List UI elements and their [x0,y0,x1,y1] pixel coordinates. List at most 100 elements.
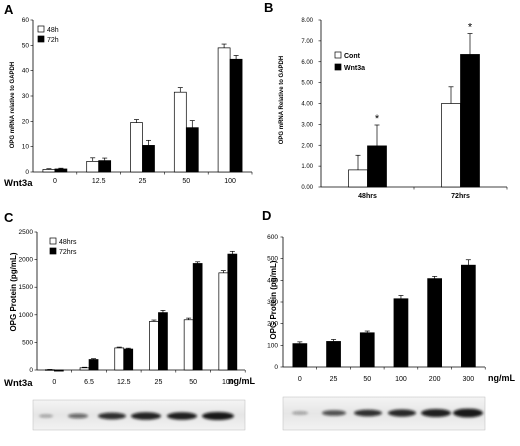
panel-a-category-label: 50 [182,178,190,185]
panel-letter-d: D [262,208,271,223]
panel-a-legend-label: 48h [47,27,59,34]
panel-c-western-blot [32,399,246,431]
panel-a-y-tick-label: 50 [22,42,30,49]
panel-b-significance-star: * [468,22,473,34]
panel-a-category-label: 12.5 [92,178,106,185]
panel-a-category-label: 25 [139,178,147,185]
panel-b-bar [348,169,368,188]
panel-d-x-unit: ng/mL [488,373,515,383]
panel-d-bar [461,264,476,368]
panel-a-y-tick-label: 10 [22,144,30,151]
panel-letter-a: A [4,2,14,17]
panel-d-y-tick-label: 600 [267,234,278,241]
panel-d-category-label: 100 [395,376,407,383]
panel-a-bar [86,161,100,173]
panel-a-bar [98,160,112,173]
panel-b-significance-star: * [375,113,380,125]
panel-d-bar [393,298,409,368]
panel-b-y-tick-label: 0.00 [301,185,313,191]
panel-c-bar [114,347,125,371]
panel-b-y-tick-label: 7.00 [301,39,313,45]
panel-c-y-tick-label: 2000 [19,257,34,264]
panel-c-bar [123,348,134,371]
panel-a-bar [173,91,187,173]
panel-b-legend-swatch [334,51,342,59]
panel-c-bar [158,312,168,371]
panel-d-category-label: 50 [363,376,371,383]
panel-d-y-tick-label: 400 [267,277,278,284]
panel-b-y-axis-label: OPG mRNA Relative to GAPDH [279,56,285,144]
panel-b-bar [441,103,461,188]
panel-c-category-label: 12.5 [117,379,131,386]
panel-c-bar [79,367,90,371]
panel-letter-c: C [4,210,14,225]
panel-c-bar [44,369,55,371]
panel-c-category-label: 6.5 [84,379,94,386]
panel-letters: A B C D [4,0,273,225]
panel-d-bar [292,343,308,368]
panel-c-category-label: 100 [222,379,234,386]
panel-a-y-tick-label: 40 [22,68,30,75]
panel-c-bar [227,253,238,371]
panel-c-legend-label: 72hrs [59,249,77,256]
panel-b-y-tick-label: 8.00 [301,18,313,24]
panel-b-y-tick-label: 4.00 [301,102,313,108]
panel-c-legend-swatch [49,237,57,245]
panel-d-y-tick-label: 0 [274,364,278,371]
panel-a-legend-swatch [37,25,45,33]
panel-a-category-label: 100 [224,178,236,185]
panel-d-y-tick-label: 500 [267,256,278,263]
panel-a-y-tick-label: 0 [25,169,29,176]
panel-d-y-tick-label: 200 [267,321,278,328]
panel-c-legend-label: 48hrs [59,239,77,246]
panel-d-y-tick-label: 100 [267,342,278,349]
panel-a-x-axis-label: Wnt3a [4,178,33,189]
panel-b-y-tick-label: 2.00 [301,143,313,149]
panel-a-category-label: 0 [53,178,57,185]
panel-b-legend-label: Cont [344,53,361,60]
panel-d-category-label: 25 [330,376,338,383]
panel-d-western-blot [282,396,486,431]
panel-a-bar [142,145,155,173]
panel-c-category-label: 0 [52,379,56,386]
panel-c-y-tick-label: 0 [29,367,33,374]
panel-d-y-tick-label: 300 [267,299,278,306]
panel-b-bar [460,54,480,188]
panel-c-chart: OPG Protein (pg/mL) Wnt3a ng/mL 05001000… [4,229,255,431]
panel-c-bar [183,319,194,371]
panel-b-y-tick-label: 3.00 [301,122,313,128]
panel-a-y-tick-label: 60 [22,17,30,24]
panel-a-bar [229,58,243,173]
panel-c-x-unit: ng/mL [228,376,255,386]
panel-b-category-label: 72hrs [451,193,470,200]
panel-b-legend-swatch [334,63,342,71]
panel-c-y-tick-label: 2500 [19,229,34,236]
panel-d-bar [427,278,442,368]
panel-c-y-axis-label: OPG Protein (pg/mL) [9,252,18,331]
panel-b-category-label: 48hrs [358,193,377,200]
panel-b-y-tick-label: 1.00 [301,164,313,170]
panel-b-y-tick-label: 6.00 [301,60,313,66]
panel-d-bar [326,341,341,368]
panel-b-chart: OPG mRNA Relative to GAPDH 0.00 1.00 2.00 3… [279,18,508,200]
panel-c-category-label: 50 [189,379,197,386]
panel-letter-b: B [264,0,273,15]
panel-c-x-axis-label: Wnt3a [4,378,33,389]
panel-d-chart: OPG Protein (pg/mL) ng/mL 0 100 200 300 400 5… [267,234,515,431]
panel-c-legend-swatch [49,247,57,255]
panel-a-bar [185,127,199,173]
panel-a-chart: OPG mRNA relative to GAPDH Wnt3a 0 10 20 30… [4,17,253,189]
panel-b-legend-label: Wnt3a [344,65,365,72]
panel-d-category-label: 300 [463,376,475,383]
panel-c-category-label: 25 [155,379,163,386]
panel-a-y-tick-label: 20 [22,118,30,125]
panel-d-category-label: 200 [429,376,441,383]
panel-d-category-label: 0 [298,376,302,383]
panel-a-bar [217,47,231,173]
panel-c-bar [88,359,99,371]
panel-c-bar [149,321,159,371]
panel-b-bar [367,145,387,188]
panel-d-y-axis-label: OPG Protein (pg/mL) [269,260,278,339]
panel-a-bar [42,169,56,173]
